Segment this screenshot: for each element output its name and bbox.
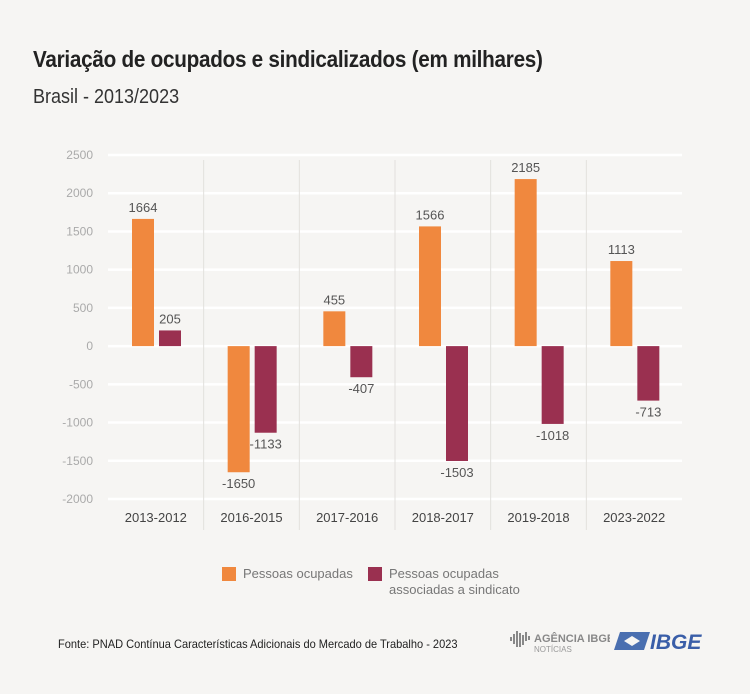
y-tick-label: 1500 [66, 224, 93, 238]
ibge-logo-graphic: IBGE [614, 631, 702, 654]
chart-subtitle: Brasil - 2013/2023 [33, 86, 180, 108]
data-label: 1664 [129, 200, 158, 215]
legend-swatch-ocupadas [222, 567, 236, 581]
svg-text:IBGE: IBGE [650, 631, 702, 654]
y-tick-label: 2000 [66, 186, 93, 200]
y-tick-label: 500 [73, 301, 93, 315]
bar-ocupadas [610, 261, 633, 347]
y-tick-label: -2000 [62, 492, 93, 506]
agencia-logo-graphic: AGÊNCIA IBGE NOTÍCIAS [510, 631, 614, 654]
data-label: -1018 [536, 428, 569, 443]
y-tick-label: -1500 [62, 454, 93, 468]
svg-text:AGÊNCIA IBGE: AGÊNCIA IBGE [534, 632, 610, 645]
bar-ocupadas [514, 179, 537, 347]
bar-sindicato [541, 346, 564, 424]
data-label: 2185 [511, 160, 540, 175]
bar-ocupadas [419, 226, 441, 347]
x-tick-label: 2016-2015 [220, 510, 282, 525]
x-tick-label: 2023-2022 [603, 510, 665, 525]
data-label: 205 [159, 311, 181, 326]
legend-label-sindicato: Pessoas ocupadas associadas a sindicato [389, 566, 520, 597]
y-tick-label: -1000 [62, 416, 93, 430]
data-label: -713 [635, 405, 661, 420]
source-note: Fonte: PNAD Contínua Características Adi… [58, 637, 458, 651]
agencia-ibge-logo: AGÊNCIA IBGE NOTÍCIAS [510, 629, 614, 660]
data-label: -1503 [440, 465, 473, 480]
chart-title: Variação de ocupados e sindicalizados (e… [33, 46, 543, 72]
data-label: -1133 [250, 437, 282, 452]
data-label: 455 [323, 292, 345, 307]
svg-text:NOTÍCIAS: NOTÍCIAS [534, 645, 572, 654]
x-tick-label: 2019-2018 [507, 510, 569, 525]
bar-sindicato [254, 346, 277, 433]
bar-sindicato [350, 346, 373, 378]
x-tick-label: 2017-2016 [316, 510, 378, 525]
bar-sindicato [637, 346, 660, 401]
legend-swatch-sindicato [368, 567, 382, 581]
y-tick-label: 0 [86, 339, 93, 353]
y-tick-label: 2500 [66, 148, 93, 162]
data-label: 1113 [608, 242, 635, 257]
ibge-logo: IBGE [614, 630, 714, 659]
x-tick-label: 2018-2017 [412, 510, 474, 525]
bar-sindicato [446, 346, 468, 462]
x-tick-label: 2013-2012 [125, 510, 187, 525]
legend-label-ocupadas: Pessoas ocupadas [243, 566, 353, 581]
bar-ocupadas [227, 346, 250, 473]
data-label: -1650 [222, 476, 255, 491]
bar-ocupadas [132, 218, 154, 347]
y-tick-label: -500 [69, 377, 93, 391]
bar-ocupadas [323, 311, 346, 347]
data-label: 1566 [416, 207, 445, 222]
data-label: -407 [348, 381, 374, 396]
bar-sindicato [159, 330, 181, 347]
y-tick-label: 1000 [66, 263, 93, 277]
